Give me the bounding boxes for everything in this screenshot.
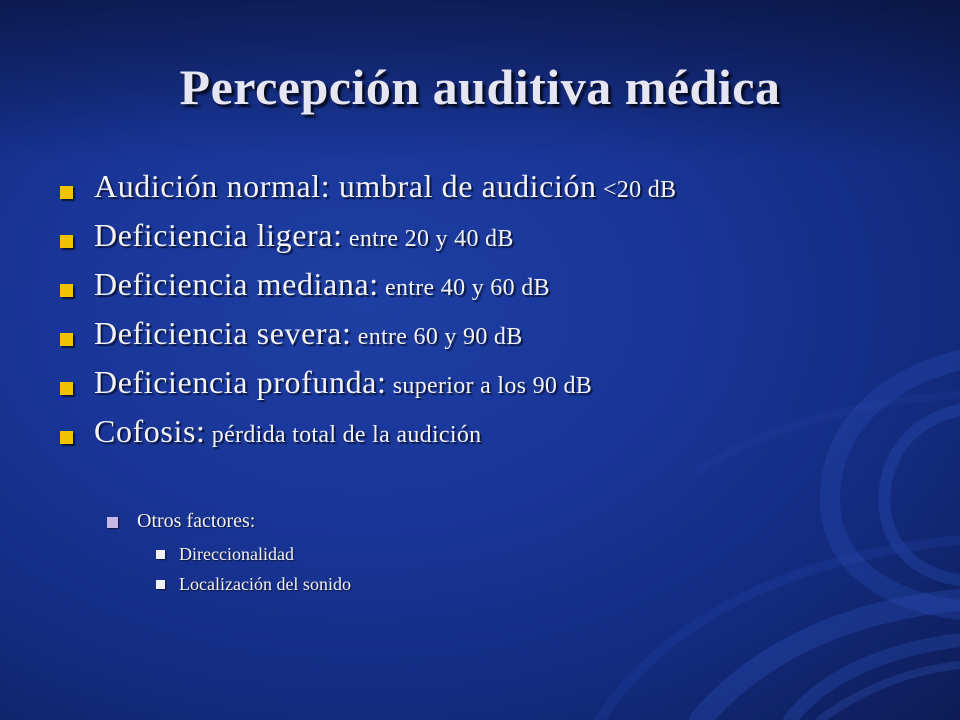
sub-bullet-label: Otros factores: [137, 510, 256, 532]
bullet-item: Deficiencia profunda: superior a los 90 … [60, 364, 676, 413]
sub-bullet-list: Otros factores: [107, 510, 255, 540]
square-bullet-icon [60, 382, 73, 395]
bullet-term: Cofosis: [94, 413, 206, 449]
bullet-detail: entre 60 y 90 dB [351, 324, 523, 350]
sub-sub-bullet-list: Direccionalidad Localización del sonido [156, 544, 351, 604]
square-bullet-icon [60, 186, 73, 199]
square-bullet-icon [60, 431, 73, 444]
bullet-detail: <20 dB [596, 177, 677, 203]
bullet-term: Deficiencia profunda: [94, 364, 387, 400]
bullet-term: Deficiencia severa: [94, 315, 352, 351]
bullet-detail: entre 40 y 60 dB [378, 275, 550, 301]
bullet-item: Deficiencia mediana: entre 40 y 60 dB [60, 266, 676, 315]
bullet-item: Deficiencia severa: entre 60 y 90 dB [60, 315, 676, 364]
bullet-term: Deficiencia ligera: [94, 217, 343, 253]
bullet-detail: superior a los 90 dB [386, 373, 593, 399]
bullet-detail: pérdida total de la audición [205, 422, 482, 448]
bullet-term: Audición normal: umbral de audición [94, 168, 597, 204]
square-bullet-icon [60, 333, 73, 346]
square-bullet-icon [156, 550, 165, 559]
slide-title: Percepción auditiva médica [179, 59, 781, 115]
top-shade [0, 0, 960, 160]
bullet-detail: entre 20 y 40 dB [342, 226, 514, 252]
square-bullet-icon [60, 235, 73, 248]
bullet-item: Deficiencia ligera: entre 20 y 40 dB [60, 217, 676, 266]
bullet-item: Cofosis: pérdida total de la audición [60, 413, 676, 462]
sub-sub-bullet-label: Localización del sonido [179, 574, 351, 594]
sub-sub-bullet-item: Direccionalidad [156, 544, 351, 574]
sub-sub-bullet-label: Direccionalidad [179, 544, 294, 564]
square-bullet-icon [156, 580, 165, 589]
bullet-term: Deficiencia mediana: [94, 266, 379, 302]
sub-bullet-item: Otros factores: [107, 510, 255, 540]
square-bullet-icon [60, 284, 73, 297]
square-bullet-icon [107, 517, 118, 528]
bullet-item: Audición normal: umbral de audición <20 … [60, 168, 676, 217]
sub-sub-bullet-item: Localización del sonido [156, 574, 351, 604]
bullet-list: Audición normal: umbral de audición <20 … [60, 168, 676, 462]
